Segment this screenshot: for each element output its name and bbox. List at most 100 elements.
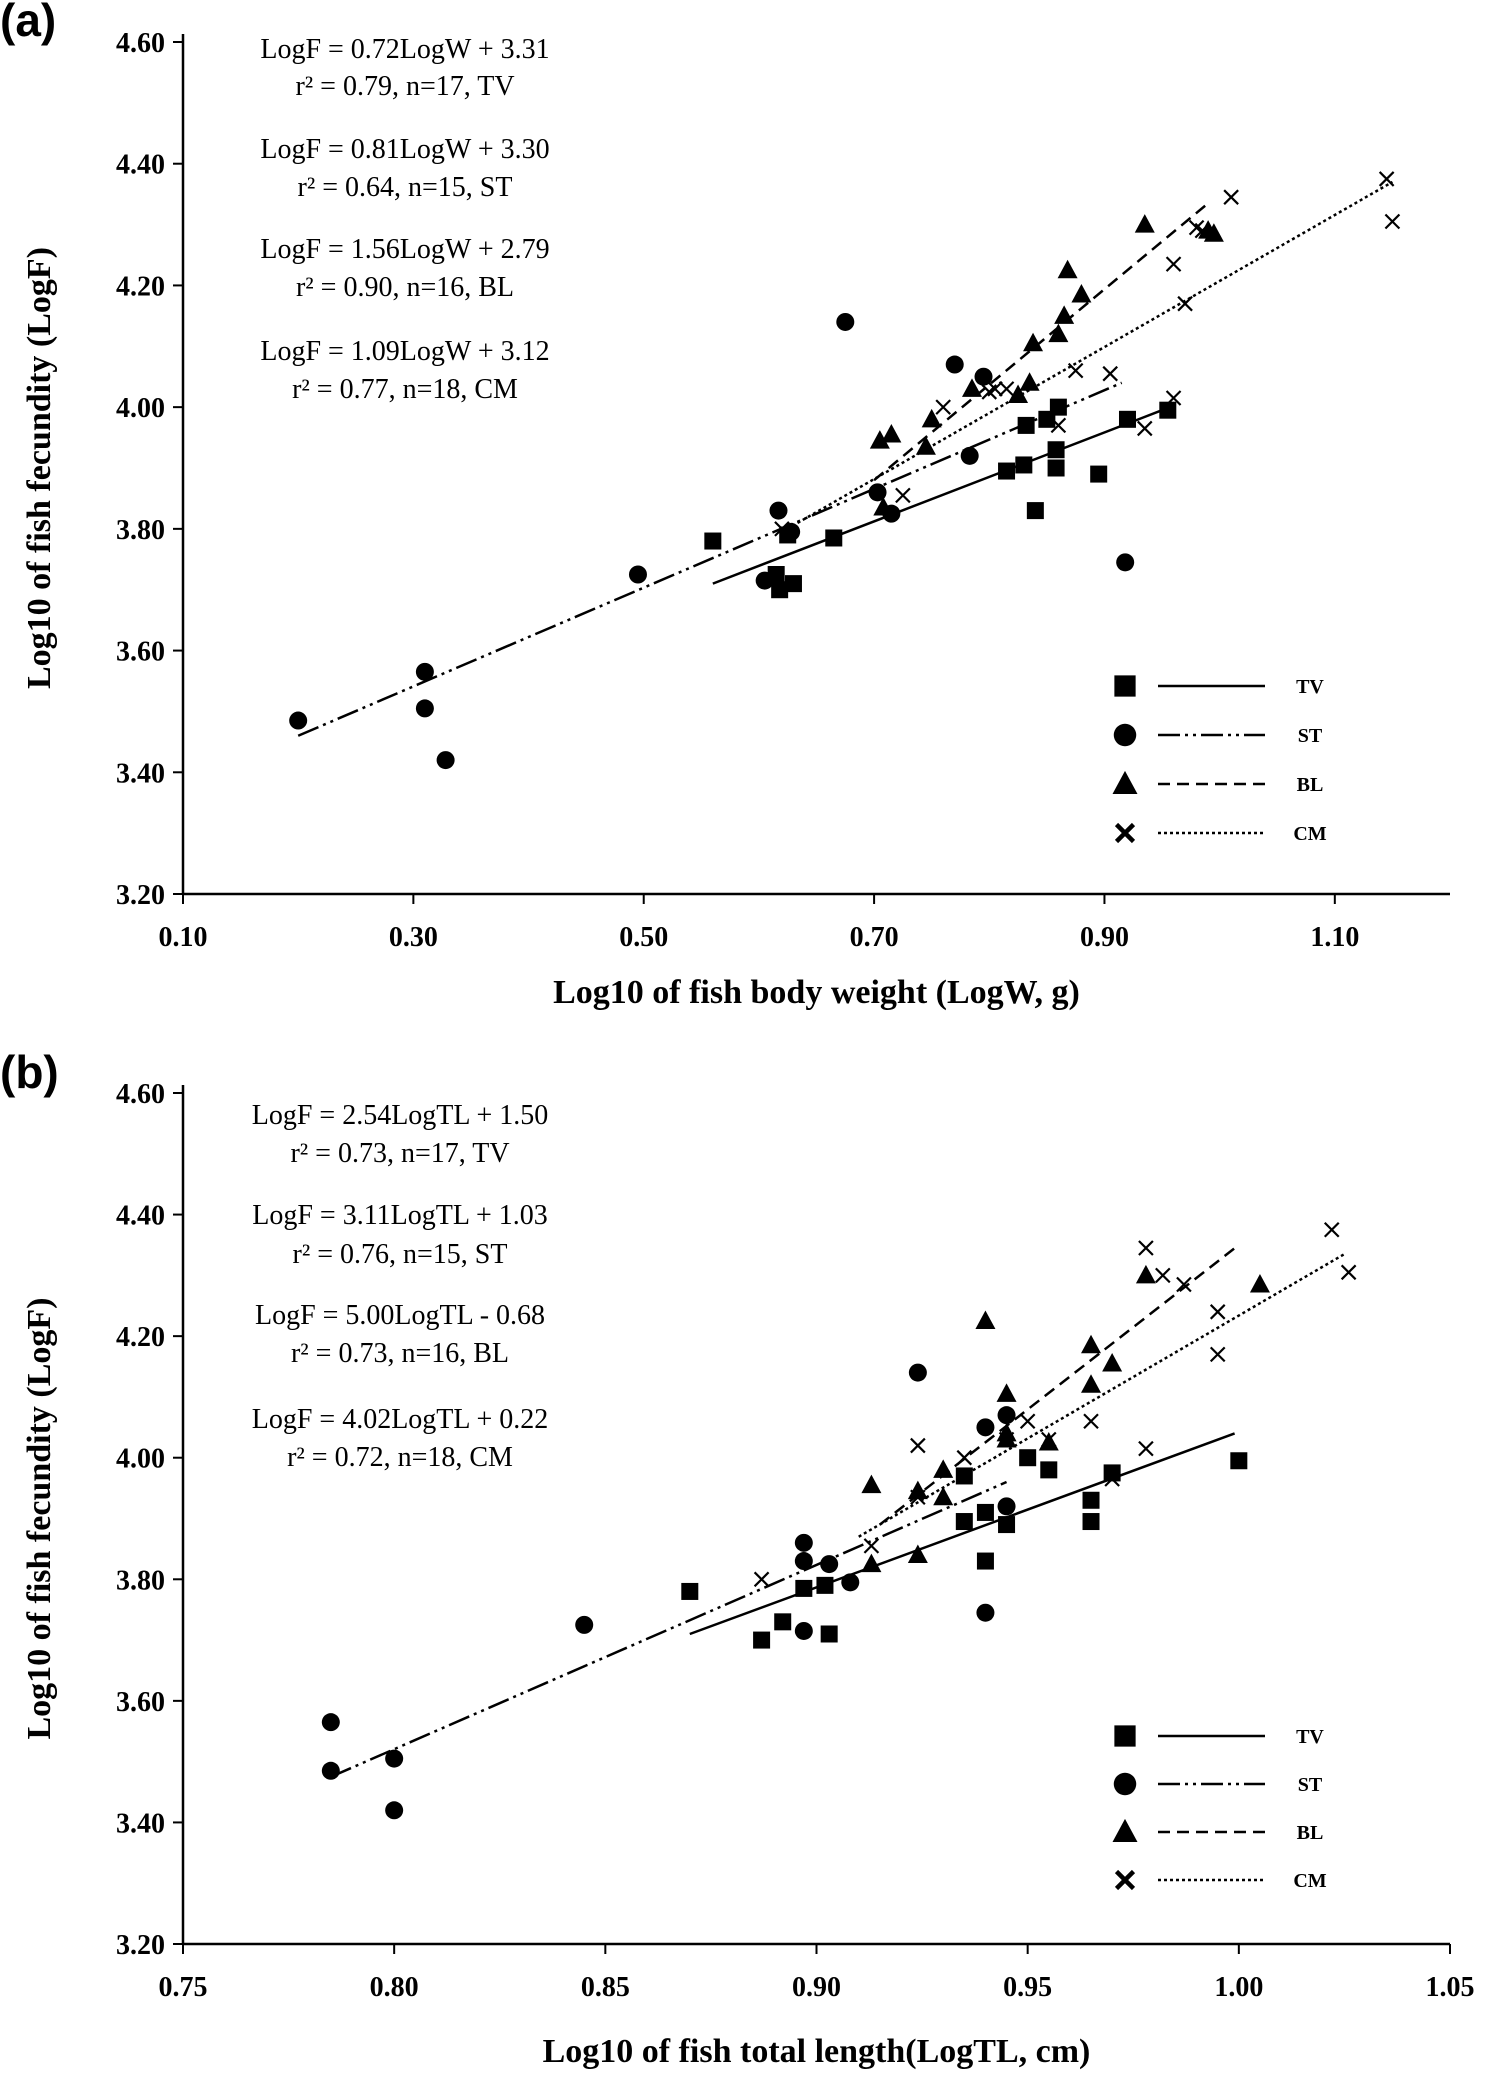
x-tick-label: 0.90 xyxy=(1080,922,1129,953)
legend-marker-st xyxy=(1113,723,1137,747)
data-point-cm xyxy=(1083,1413,1099,1430)
legend-label: CM xyxy=(1293,1870,1326,1892)
data-point-st xyxy=(415,662,434,681)
data-point-cm xyxy=(1194,222,1211,239)
x-tick-label: 0.10 xyxy=(159,922,208,953)
regression-equation: LogF = 4.02LogTL + 0.22 xyxy=(252,1404,549,1435)
x-tick-label: 0.50 xyxy=(619,922,668,953)
data-point-st xyxy=(960,446,979,465)
data-point-bl xyxy=(907,1480,928,1500)
legend-marker-bl xyxy=(1112,770,1138,794)
data-point-tv xyxy=(1082,1513,1100,1531)
regression-equation: LogF = 1.56LogW + 2.79 xyxy=(260,234,549,265)
data-point-tv xyxy=(998,1516,1016,1534)
data-point-bl xyxy=(861,1474,882,1494)
data-point-tv xyxy=(1040,1461,1058,1479)
x-tick-label: 0.75 xyxy=(159,1972,208,2003)
data-point-tv xyxy=(820,1625,838,1643)
data-point-tv xyxy=(976,1503,994,1521)
data-point-tv xyxy=(1017,416,1035,434)
data-point-bl xyxy=(907,1544,928,1563)
data-point-cm xyxy=(1041,1431,1057,1448)
regression-stats: r² = 0.79, n=17, TV xyxy=(295,71,514,102)
data-point-bl xyxy=(881,424,902,443)
data-point-cm xyxy=(998,1431,1015,1448)
data-point-bl xyxy=(1019,372,1040,391)
data-point-cm xyxy=(1176,1276,1192,1293)
regression-stats: r² = 0.77, n=18, CM xyxy=(292,374,518,405)
data-point-tv xyxy=(1015,456,1033,474)
regression-stats: r² = 0.90, n=16, BL xyxy=(296,272,514,303)
regression-equation: LogF = 3.11LogTL + 1.03 xyxy=(252,1200,548,1231)
data-point-cm xyxy=(1209,1304,1226,1320)
data-point-tv xyxy=(784,575,802,593)
x-axis-title: Log10 of fish body weight (LogW, g) xyxy=(553,974,1080,1011)
data-point-bl xyxy=(1071,284,1092,303)
data-point-cm xyxy=(1209,1346,1226,1363)
data-point-st xyxy=(976,1418,995,1437)
fit-line-tv xyxy=(712,409,1163,585)
data-point-tv xyxy=(1047,441,1065,459)
y-tick-label: 3.20 xyxy=(116,880,165,911)
regression-equation: LogF = 0.72LogW + 3.31 xyxy=(260,34,549,65)
fit-line-st xyxy=(330,1480,1008,1778)
data-point-bl xyxy=(933,1486,954,1506)
panel-label: (b) xyxy=(0,1046,59,1098)
regression-stats: r² = 0.73, n=17, TV xyxy=(290,1138,509,1169)
data-point-bl xyxy=(1023,332,1044,352)
fit-line-bl xyxy=(873,202,1209,482)
data-point-cm xyxy=(1067,362,1084,379)
y-tick-label: 3.20 xyxy=(116,1930,165,1961)
data-point-st xyxy=(841,1573,860,1592)
y-axis-title: Log10 of fish fecundity (LogF) xyxy=(21,1298,58,1740)
chart-panel-b: (b) 3.20 3.40 3.60 3.80 4.00 4.20 4.40 4.60 0.75 0… xyxy=(0,1046,1475,2070)
data-point-bl xyxy=(921,408,942,428)
data-point-cm xyxy=(998,381,1015,397)
data-point-cm xyxy=(1323,1221,1340,1238)
data-point-bl xyxy=(873,497,894,516)
legend-label: BL xyxy=(1297,1822,1324,1844)
data-point-tv xyxy=(1047,459,1065,477)
regression-stats: r² = 0.73, n=16, BL xyxy=(291,1338,509,1369)
data-point-st xyxy=(436,751,455,770)
data-point-st xyxy=(755,571,774,590)
data-point-bl xyxy=(1048,323,1069,343)
data-point-st xyxy=(628,565,647,584)
data-point-bl xyxy=(915,436,936,455)
legend-marker-cm xyxy=(1114,822,1136,844)
data-point-cm xyxy=(863,1538,880,1554)
data-point-cm xyxy=(1384,213,1401,230)
y-tick-label: 4.60 xyxy=(116,28,165,59)
regression-equation: LogF = 0.81LogW + 3.30 xyxy=(260,134,549,165)
y-tick-label: 3.40 xyxy=(116,758,165,789)
data-point-cm xyxy=(1177,295,1193,312)
legend-label: ST xyxy=(1298,725,1323,747)
legend-marker-cm xyxy=(1114,1869,1136,1891)
data-point-st xyxy=(794,1533,813,1552)
y-tick-label: 4.20 xyxy=(116,271,165,302)
x-tick-label: 1.05 xyxy=(1426,1972,1475,2003)
data-point-cm xyxy=(910,1437,926,1454)
legend-label: TV xyxy=(1296,1726,1324,1748)
legend-label: BL xyxy=(1297,774,1324,796)
data-point-bl xyxy=(1038,1432,1059,1451)
data-point-bl xyxy=(1057,259,1078,279)
data-point-st xyxy=(997,1406,1016,1425)
data-point-cm xyxy=(1223,189,1239,205)
data-point-st xyxy=(908,1363,927,1382)
data-point-cm xyxy=(1155,1267,1171,1284)
data-point-tv xyxy=(771,581,789,599)
data-point-bl xyxy=(1134,214,1155,233)
legend-marker-tv xyxy=(1114,1725,1136,1747)
regression-equation: LogF = 5.00LogTL - 0.68 xyxy=(255,1300,545,1331)
data-point-tv xyxy=(1049,398,1067,416)
data-point-st xyxy=(415,699,434,718)
legend-label: TV xyxy=(1296,676,1324,698)
data-point-cm xyxy=(1104,1471,1120,1487)
y-tick-label: 4.20 xyxy=(116,1322,165,1353)
fit-line-tv xyxy=(689,1432,1236,1636)
data-point-st xyxy=(976,1603,995,1622)
y-tick-label: 4.00 xyxy=(116,393,165,424)
data-point-st xyxy=(836,312,855,331)
data-point-cm xyxy=(1378,171,1395,187)
